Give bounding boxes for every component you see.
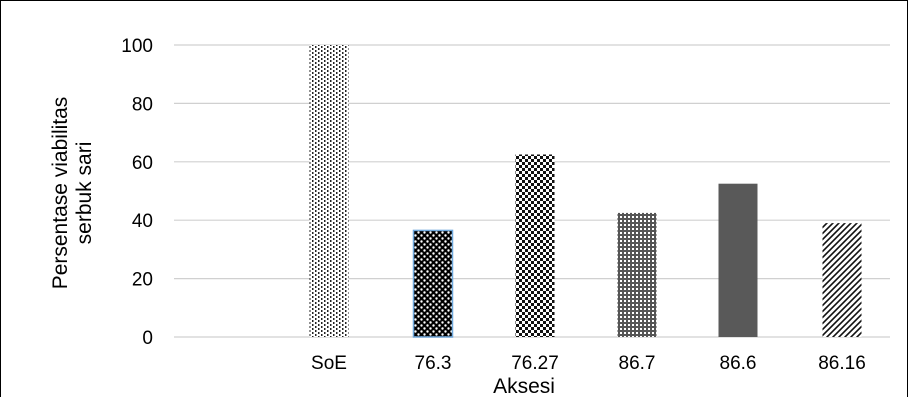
x-tick-label: 76.27 [511,353,559,374]
x-tick-label: SoE [311,353,347,374]
bar-86-6 [718,183,758,337]
bar-86-7 [617,212,657,337]
bar-76-3 [412,229,454,338]
y-tick-label: 20 [132,270,153,291]
y-tick-label: 80 [132,94,153,115]
bar-SoE [309,45,349,337]
y-tick-label: 0 [142,328,153,349]
y-axis-title-line2: serbuk sari [73,142,96,245]
y-axis-title-line1: Persentase viabilitas [49,97,72,290]
x-tick-label: 86.6 [720,353,757,374]
bar-86-16 [822,223,862,337]
bar-76-27 [515,154,555,337]
y-tick-label: 100 [121,36,153,57]
x-tick-label: 86.7 [619,353,656,374]
y-tick-label: 40 [132,211,153,232]
x-tick-label: 86.16 [818,353,866,374]
x-axis-title: Aksesi [493,375,555,398]
y-tick-label: 60 [132,153,153,174]
x-tick-label: 76.3 [415,353,452,374]
